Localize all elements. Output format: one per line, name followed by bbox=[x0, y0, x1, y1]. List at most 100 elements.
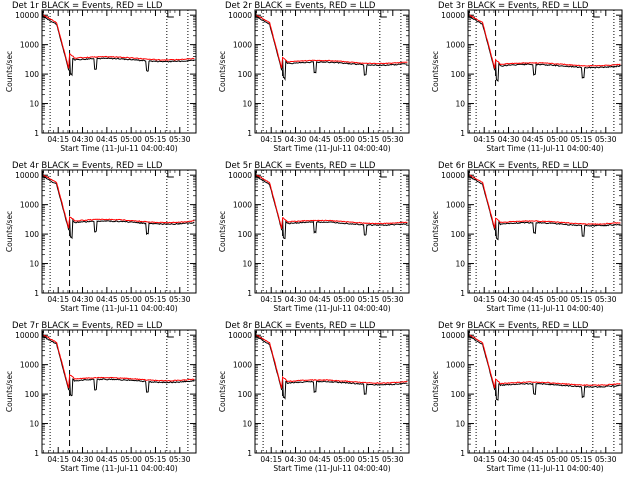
x-tick-label: 05:15 bbox=[145, 295, 167, 304]
plot-frame bbox=[467, 169, 623, 294]
x-tick-label: 05:15 bbox=[145, 455, 167, 464]
y-tick-label: 100 bbox=[451, 390, 466, 399]
detector-panel: Det 9r BLACK = Events, RED = LLD 1 10 100 10… bbox=[426, 320, 639, 480]
chart-svg: Det 4r BLACK = Events, RED = LLD 1 10 100 10… bbox=[5, 161, 197, 313]
events-series-line bbox=[469, 16, 621, 82]
y-tick-label: 10000 bbox=[441, 171, 465, 180]
chart-title: Det 3r BLACK = Events, RED = LLD bbox=[438, 1, 589, 11]
chart-title: Det 7r BLACK = Events, RED = LLD bbox=[12, 321, 163, 331]
x-tick-label: 04:30 bbox=[285, 135, 307, 144]
y-axis-label: Counts/sec bbox=[431, 211, 440, 252]
y-tick-label: 10000 bbox=[228, 11, 252, 20]
y-tick-label: 100 bbox=[238, 230, 253, 239]
x-tick-label: 04:45 bbox=[522, 135, 544, 144]
y-tick-label: 100 bbox=[451, 70, 466, 79]
y-tick-label: 1000 bbox=[20, 361, 39, 370]
events-series-line bbox=[469, 336, 621, 401]
y-tick-label: 1 bbox=[247, 289, 252, 298]
x-axis-label: Start Time (11-Jul-11 04:00:40) bbox=[273, 464, 390, 473]
plot-frame bbox=[467, 9, 623, 134]
corner-marker bbox=[380, 330, 387, 338]
x-tick-label: 05:00 bbox=[120, 455, 142, 464]
x-tick-label: 04:30 bbox=[498, 135, 520, 144]
x-axis-label: Start Time (11-Jul-11 04:00:40) bbox=[486, 144, 603, 153]
y-tick-label: 1000 bbox=[446, 361, 465, 370]
plot-frame bbox=[254, 169, 410, 294]
lld-series-line bbox=[256, 14, 408, 69]
x-tick-label: 04:45 bbox=[309, 135, 331, 144]
corner-marker bbox=[380, 10, 387, 18]
chart-svg: Det 7r BLACK = Events, RED = LLD 1 10 100 10… bbox=[5, 321, 197, 473]
lld-series-line bbox=[43, 334, 195, 389]
y-tick-label: 100 bbox=[25, 390, 40, 399]
detector-panel: Det 6r BLACK = Events, RED = LLD 1 10 100 10… bbox=[426, 160, 639, 320]
chart-svg: Det 2r BLACK = Events, RED = LLD 1 10 100 10… bbox=[218, 1, 410, 153]
x-tick-label: 04:45 bbox=[309, 455, 331, 464]
detector-panel: Det 2r BLACK = Events, RED = LLD 1 10 100 10… bbox=[213, 0, 426, 160]
x-tick-label: 05:30 bbox=[169, 455, 191, 464]
chart-title: Det 4r BLACK = Events, RED = LLD bbox=[12, 161, 163, 171]
y-tick-label: 1000 bbox=[233, 201, 252, 210]
y-tick-label: 10 bbox=[455, 420, 465, 429]
y-tick-label: 10 bbox=[29, 420, 39, 429]
x-tick-label: 04:30 bbox=[72, 455, 94, 464]
y-tick-label: 100 bbox=[25, 70, 40, 79]
y-tick-label: 10 bbox=[242, 420, 252, 429]
x-tick-label: 04:15 bbox=[47, 295, 69, 304]
y-tick-label: 10 bbox=[29, 100, 39, 109]
chart-svg: Det 5r BLACK = Events, RED = LLD 1 10 100 10… bbox=[218, 161, 410, 313]
y-tick-label: 1000 bbox=[233, 361, 252, 370]
y-tick-label: 1000 bbox=[20, 41, 39, 50]
chart-title: Det 5r BLACK = Events, RED = LLD bbox=[225, 161, 376, 171]
x-tick-label: 05:30 bbox=[595, 455, 617, 464]
x-axis-label: Start Time (11-Jul-11 04:00:40) bbox=[60, 144, 177, 153]
x-tick-label: 05:00 bbox=[120, 135, 142, 144]
y-axis-label: Counts/sec bbox=[5, 211, 14, 252]
x-axis-label: Start Time (11-Jul-11 04:00:40) bbox=[486, 464, 603, 473]
x-tick-label: 05:15 bbox=[571, 135, 593, 144]
y-tick-label: 1 bbox=[460, 449, 465, 458]
chart-svg: Det 1r BLACK = Events, RED = LLD 1 10 100 10… bbox=[5, 1, 197, 153]
corner-marker bbox=[167, 10, 174, 18]
events-series-line bbox=[256, 336, 408, 400]
events-series-line bbox=[469, 176, 621, 241]
x-tick-label: 05:00 bbox=[333, 135, 355, 144]
detector-panel: Det 3r BLACK = Events, RED = LLD 1 10 100 10… bbox=[426, 0, 639, 160]
y-tick-label: 1000 bbox=[20, 201, 39, 210]
y-tick-label: 1 bbox=[460, 289, 465, 298]
events-series-line bbox=[256, 16, 408, 81]
chart-svg: Det 8r BLACK = Events, RED = LLD 1 10 100 10… bbox=[218, 321, 410, 473]
plot-frame bbox=[41, 329, 197, 454]
x-tick-label: 05:15 bbox=[358, 135, 380, 144]
y-tick-label: 10 bbox=[29, 260, 39, 269]
y-tick-label: 10000 bbox=[15, 171, 39, 180]
x-tick-label: 04:30 bbox=[498, 455, 520, 464]
x-tick-label: 04:45 bbox=[96, 295, 118, 304]
y-tick-label: 1 bbox=[34, 289, 39, 298]
events-series-line bbox=[43, 16, 195, 77]
x-tick-label: 04:15 bbox=[47, 135, 69, 144]
y-tick-label: 1000 bbox=[233, 41, 252, 50]
x-tick-label: 05:30 bbox=[169, 135, 191, 144]
x-tick-label: 05:00 bbox=[546, 455, 568, 464]
y-tick-label: 1000 bbox=[446, 41, 465, 50]
y-axis-label: Counts/sec bbox=[431, 51, 440, 92]
y-tick-label: 100 bbox=[238, 390, 253, 399]
y-tick-label: 100 bbox=[451, 230, 466, 239]
plot-frame bbox=[467, 329, 623, 454]
plot-frame bbox=[41, 169, 197, 294]
corner-marker bbox=[593, 330, 600, 338]
y-axis-label: Counts/sec bbox=[218, 51, 227, 92]
y-tick-label: 1 bbox=[34, 449, 39, 458]
lld-series-line bbox=[469, 334, 621, 389]
x-axis-label: Start Time (11-Jul-11 04:00:40) bbox=[60, 304, 177, 313]
x-tick-label: 04:45 bbox=[96, 455, 118, 464]
y-axis-label: Counts/sec bbox=[431, 371, 440, 412]
lld-series-line bbox=[469, 174, 621, 229]
y-tick-label: 100 bbox=[238, 70, 253, 79]
y-tick-label: 1 bbox=[34, 129, 39, 138]
x-tick-label: 04:30 bbox=[285, 455, 307, 464]
events-series-line bbox=[43, 336, 195, 397]
x-tick-label: 04:15 bbox=[473, 295, 495, 304]
